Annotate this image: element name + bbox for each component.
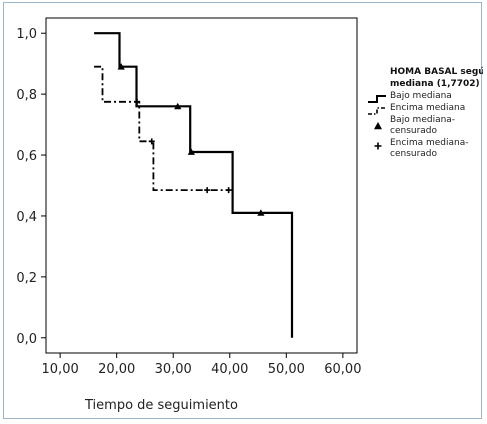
- legend-triangle-marker: [374, 122, 382, 130]
- censored-mark: [204, 187, 211, 194]
- legend-label: censurado: [390, 149, 438, 159]
- survival-line: [94, 65, 230, 191]
- x-axis-title: Tiempo de seguimiento: [84, 398, 238, 413]
- censored-mark: [148, 138, 155, 145]
- y-tick-label: 0,0: [16, 332, 37, 347]
- series-bajo-mediana: [94, 32, 294, 338]
- x-tick-label: 60,00: [324, 362, 361, 377]
- legend-entry: Bajo mediana: [368, 91, 452, 103]
- censored-mark: [174, 102, 182, 110]
- y-tick-label: 0,6: [16, 149, 37, 164]
- legend-plus-marker: [374, 142, 382, 150]
- censored-mark: [134, 98, 141, 105]
- censored-mark: [187, 148, 195, 155]
- censored-mark: [117, 63, 125, 70]
- legend-title: mediana (1,7702): [390, 79, 480, 89]
- legend-dashdot-line: [368, 107, 386, 115]
- legend-label: Encima mediana-: [390, 138, 468, 148]
- x-tick-label: 20,00: [98, 362, 135, 377]
- y-tick-label: 1,0: [16, 27, 37, 42]
- y-axis: 0,0 0,2 0,4 0,6 0,8 1,0: [16, 27, 46, 347]
- series-encima-mediana: [94, 65, 232, 194]
- censored-mark: [225, 187, 232, 194]
- x-axis: 10,00 20,00 30,00 40,00 50,00 60,00: [42, 353, 361, 377]
- legend-label: Bajo mediana-: [390, 115, 455, 125]
- figure-frame: 0,0 0,2 0,4 0,6 0,8 1,0 10,00 20,00 30,00 40,00 5…: [3, 2, 483, 419]
- series-layer: [94, 32, 294, 338]
- plot-area: [45, 17, 358, 354]
- x-tick-label: 40,00: [211, 362, 248, 377]
- legend-entry: Encima mediana: [368, 103, 465, 115]
- survival-line: [94, 32, 294, 338]
- legend-solid-line: [368, 95, 386, 103]
- y-tick-label: 0,8: [16, 88, 37, 103]
- y-tick-label: 0,4: [16, 210, 37, 225]
- legend-title: HOMA BASAL según: [390, 67, 483, 77]
- legend-entry: Encima mediana-censurado: [374, 138, 468, 159]
- legend-entry: Bajo mediana-censurado: [374, 115, 455, 136]
- legend: HOMA BASAL según mediana (1,7702) Bajo med…: [368, 67, 483, 159]
- x-tick-label: 50,00: [268, 362, 305, 377]
- km-chart: 0,0 0,2 0,4 0,6 0,8 1,0 10,00 20,00 30,00 40,00 5…: [16, 17, 483, 413]
- censored-mark: [257, 209, 265, 216]
- legend-label: censurado: [390, 126, 438, 136]
- x-tick-label: 30,00: [155, 362, 192, 377]
- x-tick-label: 10,00: [42, 362, 79, 377]
- y-tick-label: 0,2: [16, 271, 37, 286]
- legend-label: Bajo mediana: [390, 91, 452, 101]
- legend-label: Encima mediana: [390, 103, 465, 113]
